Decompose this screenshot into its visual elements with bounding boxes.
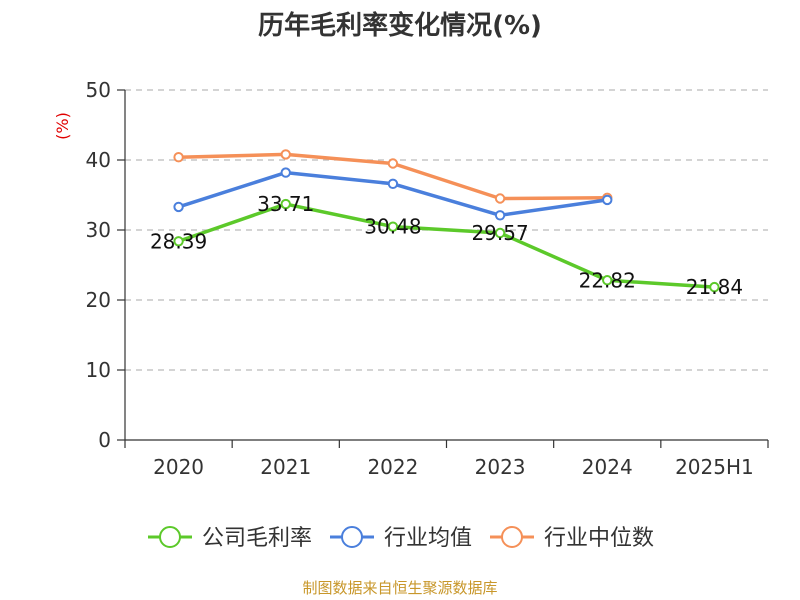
data-point [173, 152, 184, 163]
data-point [280, 167, 291, 178]
data-labels: 28.39 33.71 30.48 29.57 22.82 21.84 [150, 192, 743, 299]
legend: 公司毛利率 行业均值 行业中位数 [148, 526, 654, 551]
x-tick-label: 2022 [367, 455, 418, 479]
series-group [173, 149, 720, 293]
legend-marker [159, 526, 181, 548]
data-point [709, 281, 720, 293]
y-tick-label: 20 [86, 288, 111, 312]
legend-marker [341, 526, 363, 548]
data-point [494, 210, 506, 221]
legend-label: 行业均值 [384, 526, 472, 551]
data-label: 21.84 [686, 275, 743, 299]
legend-label: 行业中位数 [544, 526, 654, 551]
y-tick-label: 30 [86, 218, 111, 242]
y-tick-label: 40 [86, 148, 111, 172]
data-label: 30.48 [364, 215, 421, 239]
x-tick-label: 2025H1 [675, 455, 754, 479]
data-point [387, 158, 399, 169]
x-tick-label: 2021 [260, 455, 311, 479]
data-point [387, 178, 399, 190]
axes: 0 10 20 30 40 50 2020 2021 2022 2023 2024 2025H1 [86, 78, 769, 479]
y-tick-label: 50 [86, 78, 111, 102]
data-label: 28.39 [150, 229, 207, 253]
data-point [280, 149, 291, 160]
x-tick-label: 2024 [582, 455, 633, 479]
data-label: 22.82 [579, 268, 636, 292]
y-axis-unit-label: (%) [53, 112, 72, 140]
x-tick-label: 2023 [475, 455, 526, 479]
legend-marker [501, 526, 523, 548]
series-line [176, 202, 717, 289]
source-note: 制图数据来自恒生聚源数据库 [302, 579, 497, 597]
data-point [494, 227, 506, 239]
data-label: 33.71 [257, 192, 314, 216]
data-label: 29.57 [471, 221, 528, 245]
data-point [280, 198, 291, 210]
data-point [173, 236, 184, 247]
y-tick-label: 0 [98, 428, 111, 452]
y-tick-label: 10 [86, 358, 111, 382]
legend-label: 公司毛利率 [202, 526, 312, 551]
data-point [387, 221, 399, 232]
data-point [602, 275, 613, 286]
data-point [494, 193, 506, 204]
x-tick-label: 2020 [153, 455, 204, 479]
data-point [602, 194, 613, 206]
data-point [173, 201, 184, 213]
chart-title: 历年毛利率变化情况(%) [258, 10, 542, 41]
